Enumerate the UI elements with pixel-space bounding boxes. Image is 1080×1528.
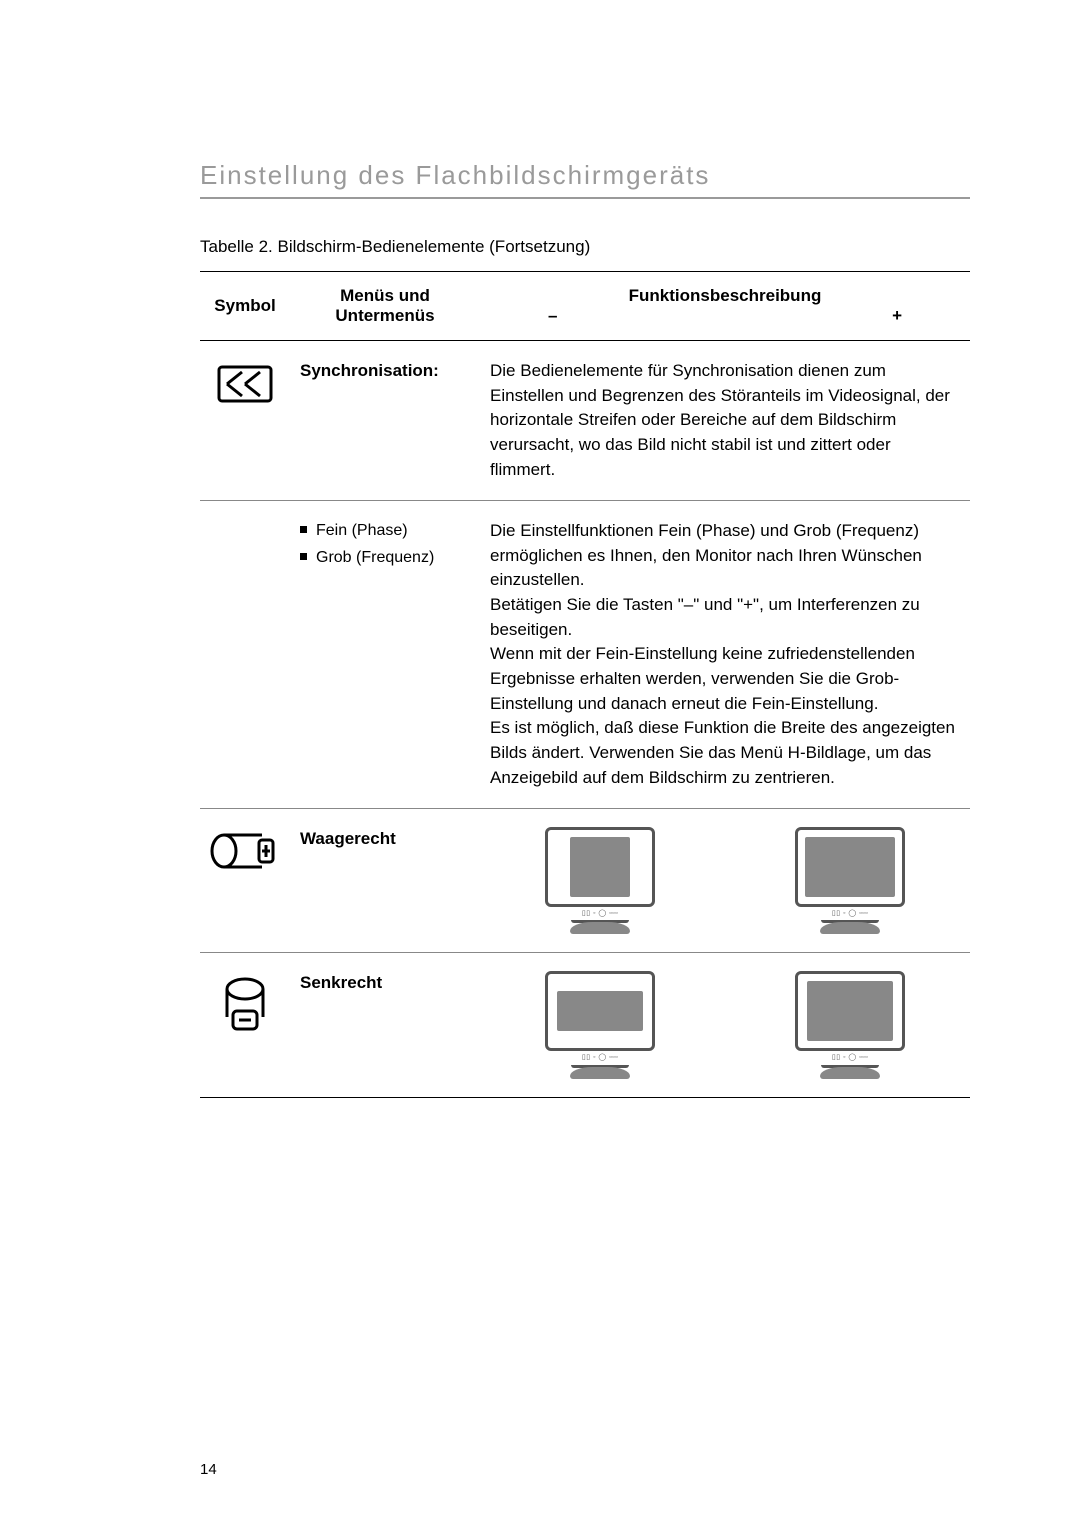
senk-screen-right [807, 981, 893, 1041]
senk-symbol-cell [200, 953, 290, 1097]
sync-menu-cell: Synchronisation: [290, 341, 480, 501]
waag-monitors: ▯▯ ◦ ◯ ▫▫▫ ▯▯ ◦ ◯ ▫▫▫ [490, 827, 960, 934]
table-row: Synchronisation: Die Bedienelemente für … [200, 341, 970, 501]
monitor-buttons: ▯▯ ◦ ◯ ▫▫▫ [821, 1053, 879, 1067]
waag-label: Waagerecht [300, 829, 396, 848]
senk-desc-cell: ▯▯ ◦ ◯ ▫▫▫ ▯▯ ◦ ◯ ▫▫▫ [480, 953, 970, 1097]
table-row: Waagerecht ▯▯ ◦ ◯ ▫▫▫ ▯▯ ◦ ◯ ▫▫▫ [200, 809, 970, 953]
senk-monitors: ▯▯ ◦ ◯ ▫▫▫ ▯▯ ◦ ◯ ▫▫▫ [490, 971, 960, 1078]
senk-menu-cell: Senkrecht [290, 953, 480, 1097]
waag-screen-right [805, 837, 895, 897]
monitor-left: ▯▯ ◦ ◯ ▫▫▫ [540, 827, 660, 934]
plus-label: + [892, 306, 902, 326]
monitor-right: ▯▯ ◦ ◯ ▫▫▫ [790, 827, 910, 934]
waag-symbol-cell [200, 809, 290, 953]
fein-bullets: Fein (Phase) Grob (Frequenz) [300, 519, 470, 569]
th-menus: Menüs und Untermenüs [290, 272, 480, 341]
sync-symbol-cell [200, 341, 290, 501]
list-item: Grob (Frequenz) [300, 546, 470, 569]
waag-menu-cell: Waagerecht [290, 809, 480, 953]
page-number: 14 [200, 1461, 217, 1478]
table-row: Senkrecht ▯▯ ◦ ◯ ▫▫▫ ▯▯ ◦ ◯ ▫▫▫ [200, 953, 970, 1097]
senk-label: Senkrecht [300, 973, 382, 992]
minus-label: – [548, 306, 557, 326]
monitor-buttons: ▯▯ ◦ ◯ ▫▫▫ [571, 909, 629, 923]
horizontal-icon [210, 833, 280, 869]
monitor-stand [570, 1067, 630, 1079]
monitor-buttons: ▯▯ ◦ ◯ ▫▫▫ [571, 1053, 629, 1067]
sync-label: Synchronisation: [300, 361, 439, 380]
waag-screen-left [570, 837, 630, 897]
monitor-stand [820, 922, 880, 934]
th-symbol: Symbol [200, 272, 290, 341]
table-row: Fein (Phase) Grob (Frequenz) Die Einstel… [200, 501, 970, 809]
vertical-icon [223, 977, 267, 1035]
sync-desc-cell: Die Bedienelemente für Synchronisation d… [480, 341, 970, 501]
list-item: Fein (Phase) [300, 519, 470, 542]
waag-desc-cell: ▯▯ ◦ ◯ ▫▫▫ ▯▯ ◦ ◯ ▫▫▫ [480, 809, 970, 953]
table-caption: Tabelle 2. Bildschirm-Bedienelemente (Fo… [200, 237, 970, 257]
fein-desc-cell: Die Einstellfunktionen Fein (Phase) und … [480, 501, 970, 809]
monitor-stand [570, 922, 630, 934]
th-func-label: Funktionsbeschreibung [488, 286, 962, 306]
senk-screen-left [557, 991, 643, 1031]
monitor-right: ▯▯ ◦ ◯ ▫▫▫ [790, 971, 910, 1078]
monitor-buttons: ▯▯ ◦ ◯ ▫▫▫ [821, 909, 879, 923]
monitor-left: ▯▯ ◦ ◯ ▫▫▫ [540, 971, 660, 1078]
sync-icon [217, 365, 273, 403]
page-title: Einstellung des Flachbildschirmgeräts [200, 160, 970, 199]
controls-table: Symbol Menüs und Untermenüs Funktionsbes… [200, 271, 970, 1098]
monitor-stand [820, 1067, 880, 1079]
fein-symbol-cell [200, 501, 290, 809]
fein-menu-cell: Fein (Phase) Grob (Frequenz) [290, 501, 480, 809]
th-func: Funktionsbeschreibung – + [480, 272, 970, 341]
caption-text: Tabelle 2. Bildschirm-Bedienelemente (Fo… [200, 237, 590, 256]
